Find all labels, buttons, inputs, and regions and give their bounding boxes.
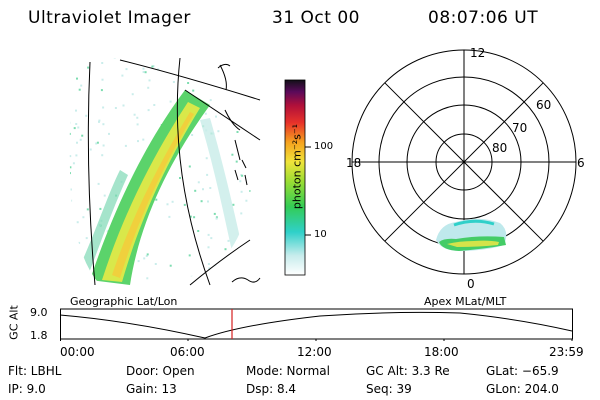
colorbar-label: photon cm⁻²s⁻¹ bbox=[290, 123, 304, 210]
mlt-label-18: 18 bbox=[346, 156, 362, 170]
status-ip: IP: 9.0 bbox=[8, 382, 46, 396]
status-seq: Seq: 39 bbox=[366, 382, 412, 396]
mlt-label-12: 12 bbox=[470, 46, 486, 60]
apex-caption: Apex MLat/MLT bbox=[424, 295, 507, 308]
altitude-xtick-4: 23:59 bbox=[549, 345, 584, 359]
mlt-label-0: 0 bbox=[467, 277, 475, 291]
altitude-xtick-3: 18:00 bbox=[424, 345, 459, 359]
altitude-ylabel: GC Alt bbox=[7, 305, 21, 340]
mlat-label-80: 80 bbox=[492, 141, 508, 155]
status-glat: GLat: −65.9 bbox=[486, 364, 559, 378]
geographic-image bbox=[69, 57, 261, 286]
polar-plot bbox=[351, 49, 577, 275]
status-gcalt: GC Alt: 3.3 Re bbox=[366, 364, 450, 378]
altitude-plot bbox=[59, 308, 573, 341]
status-dsp: Dsp: 8.4 bbox=[246, 382, 297, 396]
altitude-ytick-top: 9.0 bbox=[30, 306, 48, 319]
mlat-label-70: 70 bbox=[512, 121, 528, 135]
app-title: Ultraviolet Imager bbox=[28, 8, 191, 28]
mlt-label-6: 6 bbox=[577, 156, 585, 170]
observation-date: 31 Oct 00 bbox=[272, 8, 360, 28]
status-door: Door: Open bbox=[126, 364, 195, 378]
altitude-xtick-1: 06:00 bbox=[170, 345, 205, 359]
observation-time: 08:07:06 UT bbox=[428, 8, 539, 28]
status-flt: Flt: LBHL bbox=[8, 364, 62, 378]
altitude-xtick-2: 12:00 bbox=[297, 345, 332, 359]
geographic-caption: Geographic Lat/Lon bbox=[70, 295, 178, 308]
mlat-label-60: 60 bbox=[536, 98, 552, 112]
altitude-ytick-bottom: 1.8 bbox=[30, 329, 48, 342]
altitude-xtick-0: 00:00 bbox=[60, 345, 95, 359]
status-gain: Gain: 13 bbox=[126, 382, 177, 396]
colorbar-tick-10: 10 bbox=[314, 229, 327, 240]
colorbar-tick-100: 100 bbox=[314, 141, 334, 152]
status-glon: GLon: 204.0 bbox=[486, 382, 559, 396]
colorbar bbox=[284, 79, 311, 276]
status-mode: Mode: Normal bbox=[246, 364, 330, 378]
